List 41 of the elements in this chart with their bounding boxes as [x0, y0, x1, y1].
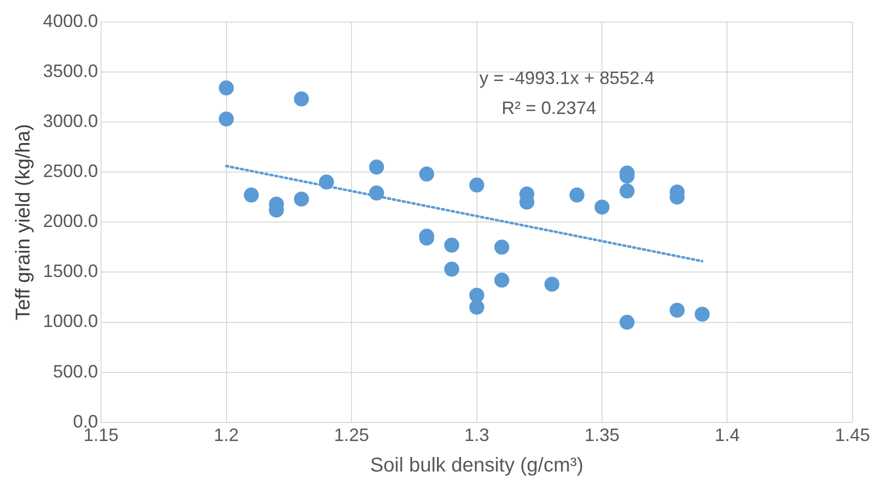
point — [469, 178, 484, 193]
y-tick-label: 3000.0 — [42, 110, 98, 131]
x-tick-label: 1.4 — [714, 425, 740, 446]
point — [620, 184, 635, 199]
y-tick-label: 2000.0 — [42, 211, 98, 232]
point — [318, 174, 334, 190]
x-tick-label: 1.3 — [464, 425, 490, 446]
x-axis-title: Soil bulk density (g/cm³) — [370, 454, 584, 477]
y-tick-label: 1000.0 — [42, 311, 98, 332]
y-tick-label: 500.0 — [53, 361, 98, 382]
y-tick-label: 3500.0 — [42, 60, 98, 81]
point — [444, 262, 460, 277]
point — [419, 166, 434, 182]
point — [670, 302, 685, 318]
point — [569, 188, 584, 203]
x-tick-label: 1.35 — [584, 425, 620, 446]
point — [369, 160, 384, 175]
point — [294, 192, 309, 207]
point — [294, 91, 309, 106]
x-tick-label: 1.45 — [834, 425, 870, 446]
point — [244, 188, 259, 203]
point — [218, 111, 234, 126]
point — [369, 186, 384, 201]
y-tick-label: 2500.0 — [42, 160, 98, 181]
annotation: R² = 0.2374 — [502, 98, 596, 118]
point — [494, 272, 510, 288]
point — [494, 240, 510, 255]
y-axis-title: Teff grain yield (kg/ha) — [12, 124, 35, 320]
point — [594, 200, 610, 215]
x-tick-label: 1.2 — [214, 425, 239, 446]
point — [444, 238, 460, 253]
point — [469, 300, 484, 315]
point — [620, 314, 635, 330]
point — [694, 306, 710, 322]
x-tick-label: 1.25 — [334, 425, 370, 446]
point — [218, 80, 234, 96]
annotation: y = -4993.1x + 8552.4 — [479, 68, 655, 88]
point — [469, 288, 484, 303]
point — [544, 276, 560, 292]
y-tick-label: 1500.0 — [42, 261, 98, 282]
y-tick-label: 4000.0 — [42, 10, 98, 31]
